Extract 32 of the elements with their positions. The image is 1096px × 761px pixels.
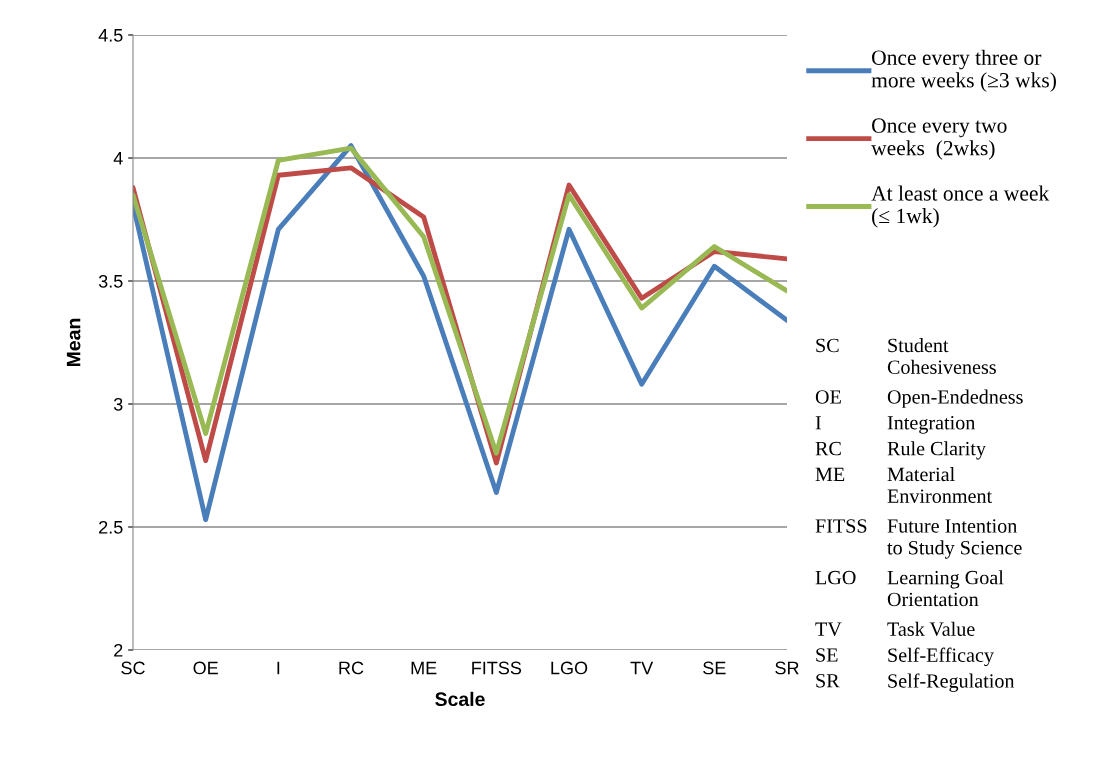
text: I Integration xyxy=(815,415,976,434)
x-axis-title: Scale xyxy=(435,691,485,707)
text: SR Self-Regulation xyxy=(816,673,1015,692)
x-tick-label: OE xyxy=(193,661,218,675)
text: SC Student Cohesiveness xyxy=(816,338,996,374)
text: RC Rule Clarity xyxy=(815,441,986,460)
legend-label: Once every two weeks (2wks) xyxy=(871,118,1007,160)
y-tick-label: 4 xyxy=(113,152,123,165)
text: SE Self-Efficacy xyxy=(816,647,994,667)
text: ME Material Environment xyxy=(815,467,993,503)
x-tick-label: SC xyxy=(121,661,145,675)
x-tick-label: SR xyxy=(775,661,799,675)
y-tick-label: 4.5 xyxy=(98,29,123,42)
text: FITSS Future Intention to Study Science xyxy=(815,519,1022,559)
text: OE Open-Endedness xyxy=(815,389,1023,408)
text: TV Task Value xyxy=(815,621,975,637)
text: LGO Learning Goal Orientation xyxy=(815,570,1004,607)
x-tick-label: SE xyxy=(703,661,726,675)
legend-label: Once every three or more weeks (≥3 wks) xyxy=(871,49,1056,92)
x-tick-label: TV xyxy=(630,661,654,675)
line-series xyxy=(133,143,787,523)
x-tick-label: ME xyxy=(411,661,437,675)
y-axis-title: Mean xyxy=(66,318,81,367)
y-tick-label: 3 xyxy=(113,397,123,411)
legend-label: At least once a week (≤ 1wk) xyxy=(871,185,1050,228)
x-tick-label: LGO xyxy=(551,661,588,675)
y-tick-label: 3.5 xyxy=(98,274,123,288)
y-tick-label: 2.5 xyxy=(99,520,123,534)
x-tick-label: I xyxy=(277,661,280,675)
x-tick-label: RC xyxy=(339,661,364,675)
y-tick-label: 2 xyxy=(114,643,123,657)
x-tick-label: FITSS xyxy=(472,661,522,675)
